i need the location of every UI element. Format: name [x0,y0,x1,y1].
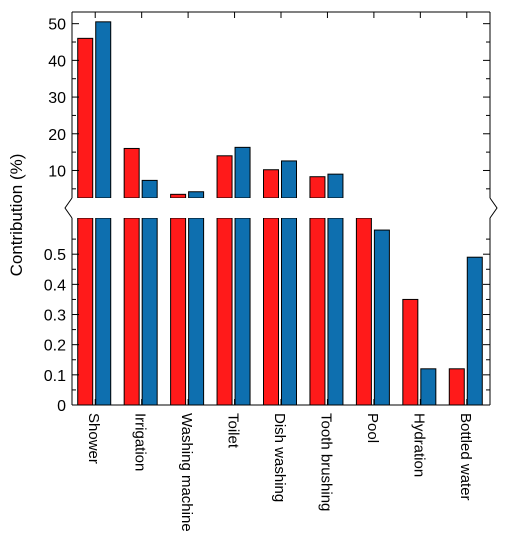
bar-1-5-upper [327,173,344,199]
plot-frame [64,11,498,406]
bars-layer [77,21,483,406]
bar-0-4 [263,217,279,406]
bar-0-6 [355,217,372,406]
category-label: Hydration [410,413,427,477]
y-tick-label: 0.3 [44,308,66,325]
y-tick-label: 0.2 [44,338,66,355]
bar-1-7 [420,368,437,406]
axis-break-marker-right [489,197,498,219]
bar-1-8 [466,256,483,406]
y-tick-label: 50 [48,17,66,34]
y-tick-label: 20 [48,127,66,144]
y-tick-label: 0.5 [44,247,66,264]
bar-1-4-upper [281,160,297,199]
bar-0-0-upper [77,37,94,199]
bar-1-2 [188,217,205,406]
bar-0-3 [216,217,233,406]
y-tick-label: 0.1 [44,368,66,385]
bar-0-4-upper [263,169,279,199]
category-label: Dish washing [271,413,288,502]
axis-break-gap [68,198,494,218]
bar-1-0-upper [95,21,112,199]
y-axis-label: Contribution (%) [7,154,26,277]
category-label: Shower [85,413,102,464]
bar-0-2 [170,217,187,406]
axis-break-marker-left [64,197,73,219]
y-tick-label: 0 [57,398,66,415]
category-label: Irrigation [132,413,149,471]
category-label: Tooth brushing [317,413,334,511]
y-tick-label: 10 [48,163,66,180]
bar-1-6 [373,229,390,406]
bar-0-2-upper [170,193,187,199]
bar-1-4 [281,217,297,406]
bar-1-2-upper [188,191,205,199]
bar-0-1-upper [123,147,140,199]
category-label: Pool [364,413,381,443]
category-label: Washing machine [178,413,195,532]
category-label: Toilet [225,413,242,449]
bar-1-0 [95,217,112,406]
category-label: Bottled water [457,413,474,501]
bar-0-8 [448,368,465,406]
bar-1-5 [327,217,344,406]
bar-0-0 [77,217,94,406]
bar-0-5 [309,217,326,406]
bar-0-3-upper [216,155,233,199]
y-tick-label: 40 [48,53,66,70]
y-axis-ticks: 10 20 30 40 50 0 0.1 0.2 0.3 0.4 0.5 [44,17,66,415]
bar-0-5-upper [309,176,326,199]
bar-0-1 [123,217,140,406]
bar-0-7 [402,298,419,406]
bar-1-1 [141,217,158,406]
y-tick-label: 30 [48,90,66,107]
bar-1-1-upper [141,179,158,199]
y-tick-label: 0.4 [44,277,66,294]
x-axis-ticks: Shower Irrigation Washing machine Toilet Dis… [85,413,474,532]
bar-1-3 [234,217,251,406]
bar-1-3-upper [234,146,251,199]
